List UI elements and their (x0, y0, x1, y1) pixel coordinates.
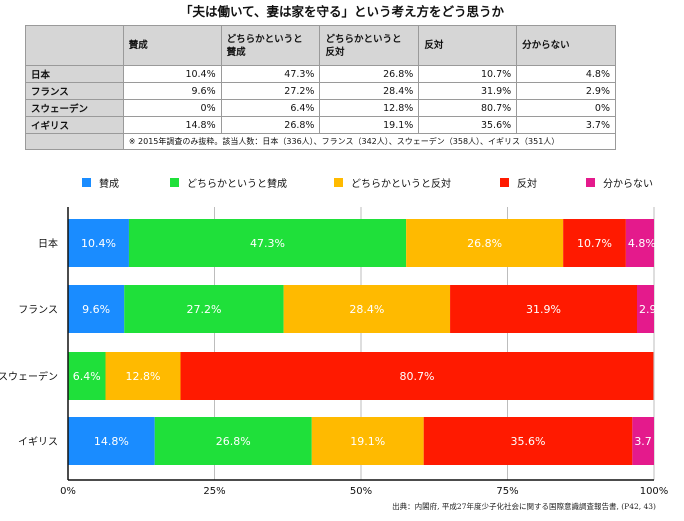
data-label: 31.9% (526, 303, 561, 316)
data-label: 14.8% (94, 435, 129, 448)
bar-segment (128, 219, 407, 267)
legend-swatch (334, 177, 343, 187)
table-header-cell: どちらかというと 反対 (319, 25, 420, 66)
bar-segment (180, 352, 654, 400)
data-label: 19.1% (350, 435, 385, 448)
header-label: どちらかというと 賛成 (226, 33, 303, 58)
data-label: 35.6% (511, 435, 546, 448)
bar-segment (311, 417, 424, 465)
bar-segment (68, 352, 106, 400)
table-row: フランス 9.6% 27.2% 28.4% 31.9% 2.9% (25, 82, 616, 100)
bar-segment (406, 219, 564, 267)
data-label: 28.4% (349, 303, 384, 316)
bar-segment (124, 285, 284, 333)
data-label: 4.8% (628, 237, 656, 250)
legend-item: 反対 (500, 172, 537, 192)
note-lead-cell (25, 133, 124, 150)
bar-segment (625, 219, 654, 267)
bar-segment (632, 417, 654, 465)
data-label: 26.8% (467, 237, 502, 250)
table-header-cell: 分からない (516, 25, 616, 66)
legend-label: 反対 (517, 178, 537, 190)
data-label: 6.4% (73, 370, 101, 383)
bar-segment (423, 417, 633, 465)
bar-segment (68, 417, 155, 465)
x-tick-label: 25% (203, 486, 225, 497)
legend-item: どちらかというと反対 (334, 172, 451, 192)
bar-segment (563, 219, 626, 267)
page-title: 「夫は働いて、妻は家を守る」という考え方をどう思うか (179, 4, 504, 19)
table-note: ※ 2015年調査のみ抜粋。該当人数：日本（336人）、フランス（342人）、ス… (122, 133, 617, 150)
data-label: 26.8% (216, 435, 251, 448)
data-label: 10.4% (81, 237, 116, 250)
legend-swatch (82, 177, 91, 187)
x-tick-label: 0% (60, 486, 76, 497)
legend-label: 賛成 (99, 178, 119, 190)
data-label: 9.6% (82, 303, 110, 316)
bar-segment (450, 285, 638, 333)
x-tick-label: 100% (640, 486, 669, 497)
bar-segment (637, 285, 654, 333)
data-label: 2.9 (639, 303, 657, 316)
table-header-row: 賛成 どちらかというと 賛成 どちらかというと 反対 反対 分からない (25, 25, 616, 66)
table-row: イギリス 14.8% 26.8% 19.1% 35.6% 3.7% (25, 116, 616, 134)
data-label: 3.7 (634, 435, 652, 448)
header-label: 反対 (424, 40, 444, 51)
data-label: 10.7% (577, 237, 612, 250)
legend-item: どちらかというと賛成 (170, 172, 287, 192)
table-row: スウェーデン 0% 6.4% 12.8% 80.7% 0% (25, 99, 616, 117)
table-header-cell: 反対 (418, 25, 518, 66)
legend-label: どちらかというと反対 (351, 178, 451, 190)
data-table: 賛成 どちらかというと 賛成 どちらかというと 反対 反対 分からない 日本 1… (25, 25, 617, 150)
row-header: スウェーデン (25, 99, 124, 117)
chart-legend: 賛成 どちらかというと賛成 どちらかというと反対 反対 分からない (0, 172, 684, 192)
category-label: フランス (18, 304, 58, 316)
data-label: 80.7% (399, 370, 434, 383)
x-tick-label: 50% (350, 486, 372, 497)
legend-label: 分からない (603, 178, 653, 190)
x-tick-label: 75% (496, 486, 518, 497)
legend-item: 賛成 (82, 172, 119, 192)
category-label: スウェーデン (0, 370, 58, 383)
table-header-cell: どちらかというと 賛成 (220, 25, 321, 66)
legend-item: 分からない (586, 172, 653, 192)
legend-label: どちらかというと賛成 (187, 178, 287, 190)
row-header: イギリス (25, 116, 124, 134)
header-label: 賛成 (128, 40, 148, 51)
bar-segment (68, 285, 125, 333)
bar-segment (105, 352, 181, 400)
data-label: 47.3% (250, 237, 285, 250)
table-note-row: ※ 2015年調査のみ抜粋。該当人数：日本（336人）、フランス（342人）、ス… (25, 133, 617, 150)
category-label: イギリス (18, 436, 58, 448)
data-label: 12.8% (126, 370, 161, 383)
legend-swatch (500, 177, 509, 187)
bar-segment (68, 219, 129, 267)
header-label: 分からない (522, 40, 570, 51)
category-label: 日本 (38, 237, 58, 250)
bar-segment (283, 285, 451, 333)
legend-swatch (170, 177, 179, 187)
bar-segment (154, 417, 312, 465)
source-citation: 出典：内閣府, 平成27年度少子化社会に関する国際意識調査報告書, (P42, … (392, 502, 656, 511)
legend-swatch (586, 177, 595, 187)
data-label: 27.2% (186, 303, 221, 316)
header-label: どちらかというと 反対 (325, 33, 402, 58)
